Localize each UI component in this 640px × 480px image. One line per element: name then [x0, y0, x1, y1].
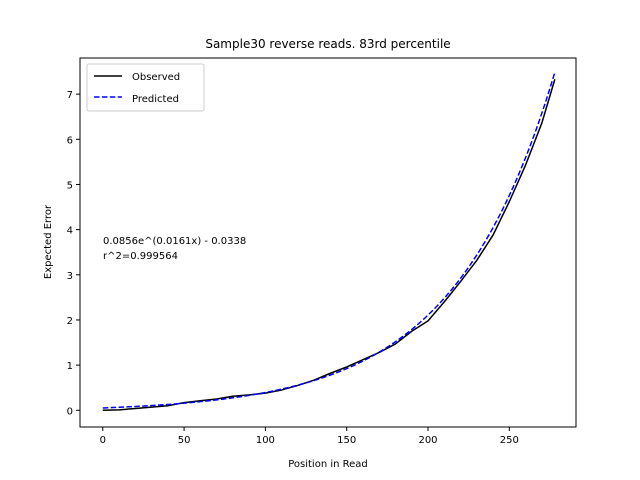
y-tick-label: 6: [67, 135, 73, 146]
x-tick-label: 0: [100, 435, 106, 446]
y-tick-label: 2: [67, 316, 73, 327]
x-tick-label: 200: [418, 435, 437, 446]
legend: Observed Predicted: [86, 63, 205, 112]
fit-equation: 0.0856e^(0.0161x) - 0.0338: [103, 236, 246, 247]
x-tick-label: 150: [337, 435, 356, 446]
predicted-series: [102, 71, 556, 409]
y-tick-label: 5: [67, 180, 73, 191]
y-tick-label: 0: [67, 406, 73, 417]
y-axis: 0 1 2 3 4 5 6 7: [67, 90, 80, 417]
plot-area: [79, 57, 577, 428]
x-axis-label: Position in Read: [288, 459, 368, 470]
x-tick-label: 50: [178, 435, 191, 446]
y-tick-label: 1: [67, 361, 73, 372]
y-axis-label: Expected Error: [43, 204, 54, 279]
y-tick-label: 7: [67, 90, 73, 101]
legend-observed-label: Observed: [132, 72, 180, 83]
legend-predicted-label: Predicted: [132, 94, 179, 105]
predicted-line: [102, 71, 556, 409]
y-tick-label: 3: [67, 271, 73, 282]
plot-frame: [79, 57, 577, 428]
fit-annotation: 0.0856e^(0.0161x) - 0.0338 r^2=0.999564: [103, 236, 246, 262]
fit-r-squared: r^2=0.999564: [103, 251, 178, 262]
x-tick-label: 250: [500, 435, 519, 446]
y-tick-label: 4: [67, 226, 73, 237]
x-axis: 0 50 100 150 200 250: [100, 427, 519, 446]
x-tick-label: 100: [256, 435, 275, 446]
chart-title: Sample30 reverse reads. 83rd percentile: [205, 37, 450, 51]
